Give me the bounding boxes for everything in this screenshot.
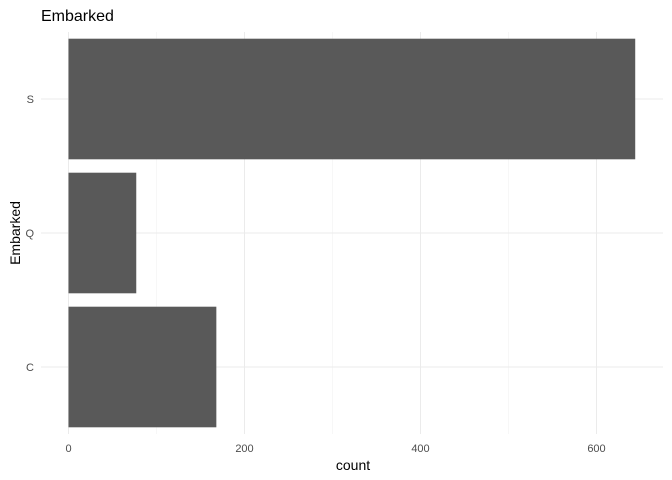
- x-tick-label: 0: [65, 443, 71, 455]
- chart-title: Embarked: [41, 8, 114, 25]
- x-tick-label: 400: [411, 443, 429, 455]
- y-axis-title: Embarked: [7, 201, 23, 265]
- x-tick-labels: 0 200 400 600: [65, 443, 605, 455]
- x-tick-label: 600: [587, 443, 605, 455]
- bar-s: [68, 38, 636, 160]
- bar-q: [68, 172, 137, 294]
- bar-c: [68, 306, 217, 428]
- y-tick-label: C: [26, 362, 34, 374]
- x-axis-title: count: [336, 457, 370, 473]
- y-tick-label: S: [27, 94, 34, 106]
- bars-group: [68, 38, 636, 428]
- y-tick-labels: C Q S: [25, 94, 34, 374]
- y-tick-label: Q: [25, 228, 34, 240]
- x-tick-label: 200: [235, 443, 253, 455]
